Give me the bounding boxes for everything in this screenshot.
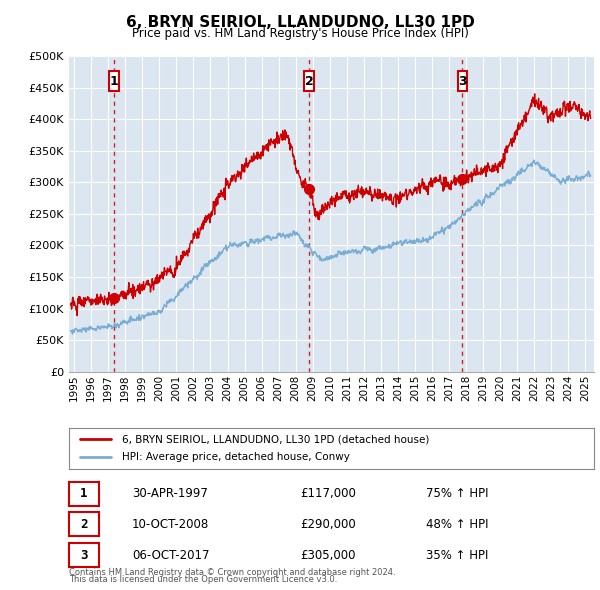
Text: 06-OCT-2017: 06-OCT-2017	[132, 549, 209, 562]
Text: 35% ↑ HPI: 35% ↑ HPI	[426, 549, 488, 562]
FancyBboxPatch shape	[109, 71, 119, 91]
Text: HPI: Average price, detached house, Conwy: HPI: Average price, detached house, Conw…	[121, 453, 349, 463]
Text: 3: 3	[80, 549, 88, 562]
Text: 30-APR-1997: 30-APR-1997	[132, 487, 208, 500]
Text: 6, BRYN SEIRIOL, LLANDUDNO, LL30 1PD (detached house): 6, BRYN SEIRIOL, LLANDUDNO, LL30 1PD (de…	[121, 434, 429, 444]
Text: 75% ↑ HPI: 75% ↑ HPI	[426, 487, 488, 500]
Text: 6, BRYN SEIRIOL, LLANDUDNO, LL30 1PD: 6, BRYN SEIRIOL, LLANDUDNO, LL30 1PD	[125, 15, 475, 30]
FancyBboxPatch shape	[304, 71, 314, 91]
Text: Contains HM Land Registry data © Crown copyright and database right 2024.: Contains HM Land Registry data © Crown c…	[69, 568, 395, 577]
Text: £305,000: £305,000	[300, 549, 355, 562]
Text: 1: 1	[80, 487, 88, 500]
FancyBboxPatch shape	[458, 71, 467, 91]
Text: £290,000: £290,000	[300, 518, 356, 531]
Text: This data is licensed under the Open Government Licence v3.0.: This data is licensed under the Open Gov…	[69, 575, 337, 584]
Text: 2: 2	[80, 518, 88, 531]
Text: 2: 2	[305, 75, 313, 88]
Text: 1: 1	[109, 75, 118, 88]
Text: Price paid vs. HM Land Registry's House Price Index (HPI): Price paid vs. HM Land Registry's House …	[131, 27, 469, 40]
Text: 48% ↑ HPI: 48% ↑ HPI	[426, 518, 488, 531]
Text: 3: 3	[458, 75, 467, 88]
Text: 10-OCT-2008: 10-OCT-2008	[132, 518, 209, 531]
Text: £117,000: £117,000	[300, 487, 356, 500]
